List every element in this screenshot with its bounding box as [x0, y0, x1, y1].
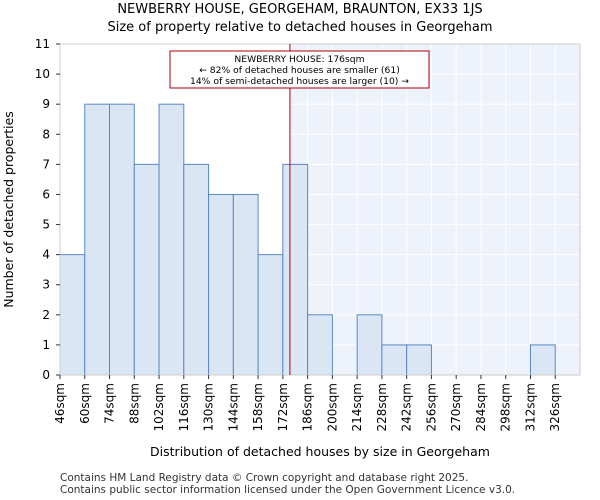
x-tick-label: 326sqm	[548, 383, 562, 431]
footer-line-1: Contains HM Land Registry data © Crown c…	[60, 472, 469, 484]
larger-region-shade	[289, 44, 580, 375]
x-tick-label: 46sqm	[53, 383, 67, 424]
x-tick-label: 60sqm	[78, 383, 92, 424]
x-tick-label: 88sqm	[127, 383, 141, 424]
bar-46sqm	[59, 254, 86, 376]
bar-130sqm	[208, 193, 234, 376]
footer-line-2: Contains public sector information licen…	[60, 484, 516, 496]
x-axis-title: Distribution of detached houses by size …	[150, 444, 490, 459]
x-tick-label: 116sqm	[177, 383, 191, 431]
bar-102sqm	[158, 103, 185, 376]
bar-158sqm	[257, 254, 284, 376]
x-tick-label: 144sqm	[226, 383, 240, 431]
bar-74sqm	[109, 103, 135, 376]
y-tick-label: 3	[42, 278, 50, 292]
annotation-box	[169, 50, 430, 89]
plot-frame	[59, 43, 581, 376]
bar-144sqm	[232, 193, 259, 376]
bar-88sqm	[133, 163, 160, 376]
x-tick-label: 130sqm	[202, 383, 216, 431]
bar-228sqm	[381, 344, 408, 376]
y-tick-label: 4	[42, 248, 50, 262]
x-tick-label: 312sqm	[523, 383, 537, 431]
bar-214sqm	[356, 314, 383, 376]
bar-186sqm	[307, 314, 333, 376]
x-tick-label: 172sqm	[276, 383, 290, 431]
y-tick-label: 5	[42, 218, 50, 232]
x-tick-label: 242sqm	[400, 383, 414, 431]
y-tick-label: 2	[42, 308, 50, 322]
y-tick-label: 7	[42, 157, 50, 171]
chart-subtitle: Size of property relative to detached ho…	[107, 20, 493, 35]
x-tick-label: 214sqm	[350, 383, 364, 431]
x-tick-label: 284sqm	[474, 383, 488, 431]
y-tick-label: 6	[42, 187, 50, 201]
bar-242sqm	[406, 344, 432, 376]
annotation-line: ← 82% of detached houses are smaller (61…	[199, 65, 400, 76]
bar-172sqm	[282, 163, 309, 376]
x-tick-label: 228sqm	[375, 383, 389, 431]
y-tick-label: 8	[42, 127, 50, 141]
x-tick-label: 200sqm	[325, 383, 339, 431]
bar-60sqm	[84, 103, 111, 376]
y-tick-label: 1	[42, 338, 50, 352]
annotation-line: NEWBERRY HOUSE: 176sqm	[234, 54, 364, 65]
annotation-line: 14% of semi-detached houses are larger (…	[190, 76, 409, 87]
y-tick-label: 10	[35, 67, 50, 81]
y-tick-label: 0	[42, 368, 50, 382]
chart-title: NEWBERRY HOUSE, GEORGEHAM, BRAUNTON, EX3…	[117, 2, 483, 17]
x-tick-label: 298sqm	[499, 383, 513, 431]
y-tick-label: 9	[42, 97, 50, 111]
bar-116sqm	[183, 163, 210, 376]
x-tick-label: 256sqm	[424, 383, 438, 431]
y-tick-label: 11	[35, 37, 50, 51]
x-tick-label: 270sqm	[449, 383, 463, 431]
x-tick-label: 74sqm	[103, 383, 117, 424]
x-tick-label: 158sqm	[251, 383, 265, 431]
bar-312sqm	[529, 344, 556, 376]
x-tick-label: 186sqm	[301, 383, 315, 431]
x-tick-label: 102sqm	[152, 383, 166, 431]
y-axis-title: Number of detached properties	[1, 111, 16, 308]
